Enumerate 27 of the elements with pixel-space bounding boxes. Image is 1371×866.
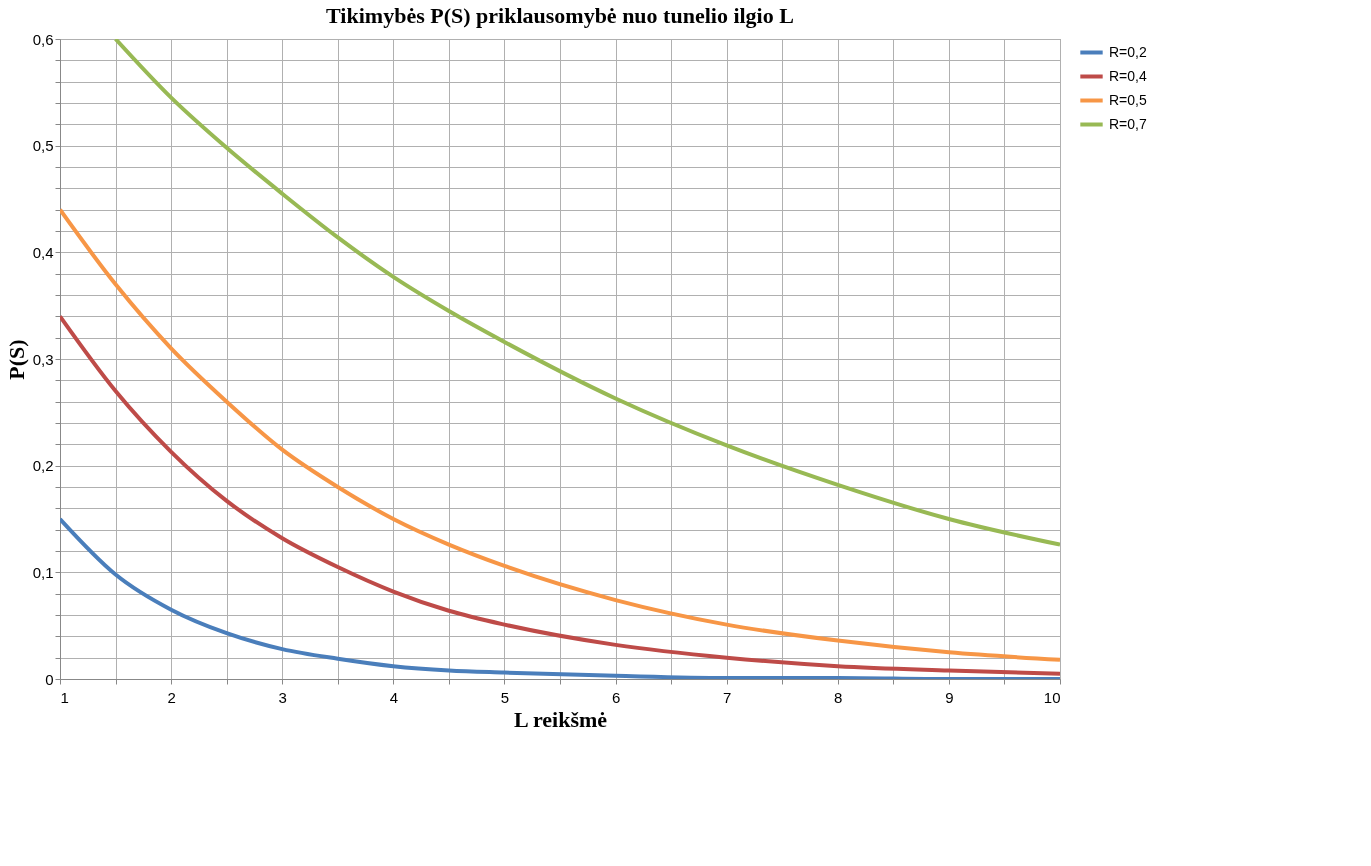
x-tick-label: 4 (389, 688, 399, 706)
y-tick-label: 0,4 (32, 243, 54, 261)
legend-label: R=0,7 (1109, 115, 1147, 132)
x-tick-label: 10 (1043, 688, 1061, 706)
y-tick-label: 0,3 (32, 350, 54, 368)
x-axis-title: L reikšmė (513, 706, 608, 732)
y-tick-label: 0,5 (32, 137, 54, 155)
line-series (113, 39, 1060, 547)
x-tick-label: 5 (500, 688, 510, 706)
line-series (60, 314, 1060, 676)
y-tick-label: 0,2 (32, 457, 54, 475)
y-axis-title: P(S) (3, 339, 29, 380)
x-tick-label: 7 (722, 688, 732, 706)
y-tick-label: 0 (45, 670, 54, 688)
legend-label: R=0,5 (1109, 91, 1147, 108)
x-tick-label: 6 (611, 688, 621, 706)
x-tick-label: 1 (60, 688, 69, 706)
x-tick-label: 9 (945, 688, 954, 706)
legend-label: R=0,2 (1109, 43, 1147, 60)
y-tick-label: 0,1 (32, 563, 54, 581)
x-tick-label: 3 (278, 688, 287, 706)
line-series (60, 207, 1060, 662)
x-tick-label: 8 (834, 688, 843, 706)
y-tick-label: 0,6 (32, 30, 54, 48)
legend-label: R=0,4 (1109, 67, 1147, 84)
chart-title: Tikimybės P(S) priklausomybė nuo tunelio ilgio L (326, 3, 794, 28)
x-tick-label: 2 (167, 688, 176, 706)
